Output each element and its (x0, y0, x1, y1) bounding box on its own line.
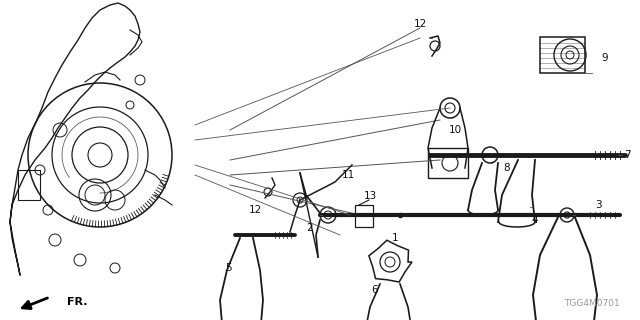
Text: 1: 1 (392, 233, 398, 243)
Text: 3: 3 (595, 200, 602, 210)
Text: 11: 11 (341, 170, 355, 180)
Text: 7: 7 (624, 150, 630, 160)
Text: 6: 6 (372, 285, 378, 295)
Text: TGG4M0701: TGG4M0701 (564, 299, 620, 308)
Text: FR.: FR. (67, 297, 88, 307)
Text: 5: 5 (225, 263, 231, 273)
Bar (18, 170, 40, 200)
Bar (540, 37, 585, 73)
Text: 8: 8 (504, 163, 510, 173)
Text: 13: 13 (364, 191, 376, 201)
Text: 4: 4 (532, 215, 538, 225)
Bar (355, 205, 373, 227)
Text: 10: 10 (449, 125, 461, 135)
Text: 12: 12 (413, 19, 427, 29)
Bar (428, 148, 468, 178)
Text: 9: 9 (602, 53, 608, 63)
Text: 2: 2 (307, 223, 314, 233)
Text: 12: 12 (248, 205, 262, 215)
